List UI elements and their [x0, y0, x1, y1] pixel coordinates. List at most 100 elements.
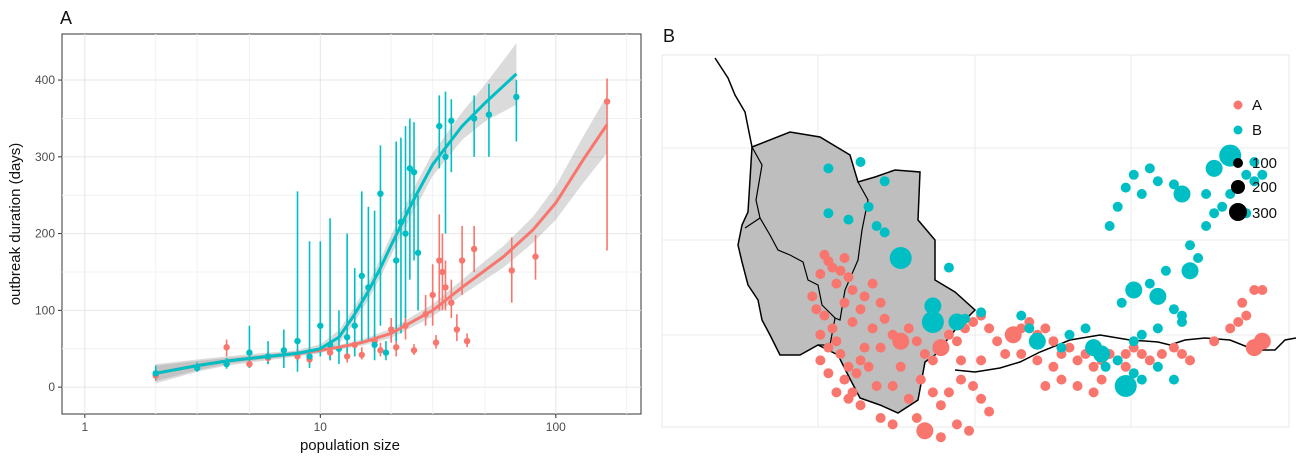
data-point-a [448, 299, 455, 306]
coastline [714, 57, 753, 148]
map-point-a [1209, 336, 1220, 347]
map-point-a [887, 381, 898, 391]
data-point-b [317, 322, 324, 329]
data-point-a [532, 253, 539, 260]
map-point-a [1156, 349, 1167, 359]
map-point-b [1104, 221, 1115, 231]
map-point-b [1168, 304, 1179, 315]
map-point-a [1072, 381, 1083, 391]
panel-a-smooth-lines [155, 72, 609, 375]
legend-size-label-100: 100 [1252, 155, 1277, 172]
data-point-b [351, 322, 358, 329]
data-point-a [470, 245, 478, 253]
panel-a-ticks: 0 100 200 300 400 1 10 100 [35, 73, 566, 434]
data-point-b [436, 122, 443, 130]
data-point-a [432, 339, 440, 346]
x-axis-title: population size [300, 437, 400, 454]
map-point-a [1233, 317, 1244, 327]
map-point-b [871, 221, 882, 231]
map-point-a [976, 355, 987, 366]
map-point-b [1181, 262, 1199, 280]
data-point-b [485, 111, 493, 118]
map-point-a [843, 361, 854, 372]
map-point-a [916, 422, 934, 440]
map-point-a [984, 406, 995, 417]
map-point-b [1249, 176, 1260, 187]
data-point-a [223, 344, 230, 351]
data-point-b [343, 334, 351, 341]
data-point-b [371, 341, 378, 349]
map-point-a [915, 374, 926, 385]
map-point-a [875, 342, 886, 353]
map-point-b [1116, 297, 1127, 308]
map-point-b [1128, 368, 1139, 379]
legend-key-b [1233, 125, 1243, 135]
map-point-a [827, 323, 838, 334]
data-point-a [358, 351, 365, 359]
map-point-b [1205, 159, 1223, 177]
x-tick-label: 100 [546, 420, 566, 434]
map-point-a [935, 432, 946, 443]
panel-b-label: B [663, 26, 675, 46]
map-point-b [1136, 374, 1147, 385]
map-point-a [955, 355, 966, 366]
map-point-a [1016, 323, 1027, 334]
map-point-b [1056, 342, 1067, 353]
legend-key-a [1233, 100, 1243, 110]
data-point-b [246, 349, 253, 356]
data-point-a [603, 98, 611, 105]
data-point-b [448, 117, 455, 124]
map-point-a [964, 425, 975, 436]
data-point-a [458, 257, 466, 264]
map-point-b [1128, 169, 1139, 180]
map-legend: A B 100 200 300 [1229, 97, 1277, 222]
legend-size-label-200: 200 [1252, 179, 1277, 196]
map-point-a [955, 374, 966, 385]
data-point-b [410, 168, 418, 176]
data-point-a [392, 344, 400, 351]
map-point-a [911, 336, 922, 347]
map-point-a [867, 278, 878, 289]
map-point-a [851, 368, 862, 379]
data-point-b [294, 337, 301, 345]
x-tick-label: 1 [81, 420, 88, 434]
map-point-a [1120, 361, 1131, 372]
map-point-a [831, 278, 842, 289]
map-point-a [879, 313, 890, 324]
map-point-a [1257, 285, 1268, 295]
legend-size-200 [1231, 180, 1245, 194]
map-point-a [887, 419, 898, 430]
map-point-b [1028, 332, 1046, 350]
legend-size-label-300: 300 [1252, 205, 1277, 222]
map-point-a [935, 400, 946, 411]
map-point-b [855, 157, 866, 167]
map-point-b [1125, 281, 1143, 299]
map-point-b [1241, 169, 1252, 180]
map-point-a [1249, 285, 1260, 295]
map-point-a [943, 329, 954, 340]
legend-label-b: B [1252, 122, 1262, 139]
map-point-a [855, 304, 866, 315]
map-point-a [855, 400, 866, 411]
map-point-b [1201, 221, 1212, 231]
smooth-line-b [155, 72, 518, 375]
map-point-a [847, 317, 858, 327]
data-point-b [358, 272, 365, 280]
x-tick-label: 10 [314, 420, 328, 434]
map-point-a [1120, 349, 1131, 359]
map-point-a [811, 304, 822, 315]
map-point-a [1000, 349, 1011, 359]
map-point-a [815, 329, 826, 340]
map-point-a [1241, 310, 1252, 321]
map-point-a [895, 361, 906, 372]
data-point-a [326, 349, 334, 356]
map-point-b [1120, 182, 1131, 193]
panel-a-points [152, 93, 611, 379]
map-point-a [875, 297, 886, 308]
data-point-a [377, 347, 384, 354]
map-point-a [943, 387, 954, 398]
map-point-a [831, 336, 842, 347]
map-point-a [867, 323, 878, 334]
map-point-b [1152, 176, 1163, 187]
